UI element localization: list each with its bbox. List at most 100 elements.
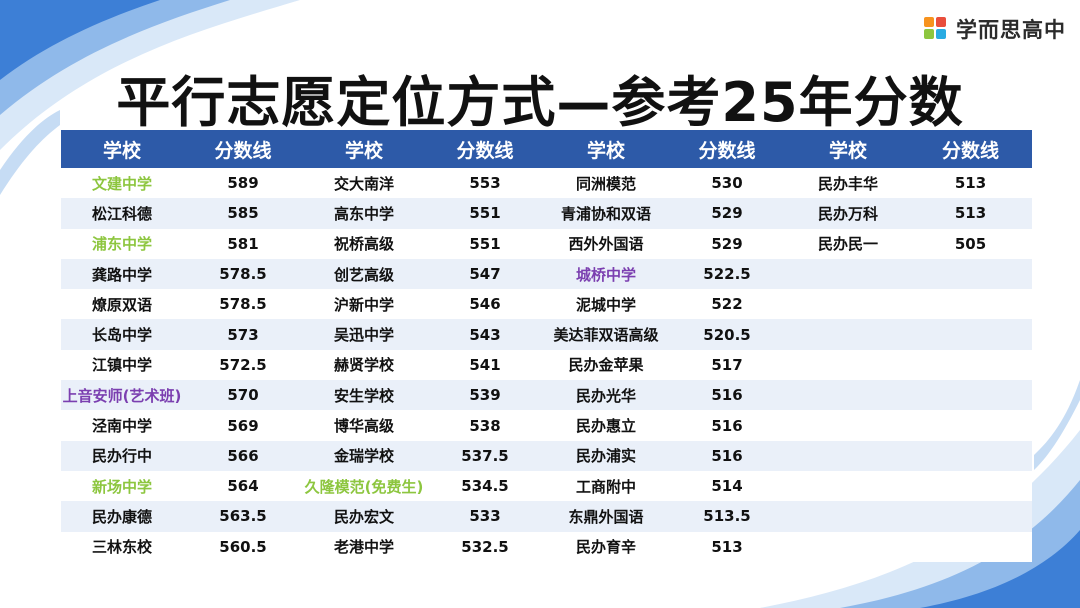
school-name-cell: 民办浦实	[545, 440, 667, 471]
school-name-cell: 交大南洋	[303, 168, 425, 199]
school-name-cell: 龚路中学	[61, 258, 183, 290]
school-name-cell: 民办育辛	[545, 531, 667, 562]
school-name-cell: 松江科德	[61, 198, 183, 229]
score-cell: 543	[425, 319, 545, 350]
score-cell	[909, 258, 1032, 290]
score-cell: 551	[425, 198, 545, 229]
score-cell	[909, 349, 1032, 381]
column-header-score: 分数线	[425, 130, 545, 168]
score-cell: 513.5	[667, 501, 787, 532]
school-name-cell: 祝桥高级	[303, 228, 425, 259]
school-name-cell	[787, 501, 909, 532]
school-name-cell: 文建中学	[61, 168, 183, 199]
table-row: 泾南中学 569 博华高级 538 民办惠立 516	[61, 410, 1032, 441]
school-name-cell: 博华高级	[303, 410, 425, 441]
score-cell: 570	[183, 380, 303, 411]
table-row: 上音安师(艺术班) 570 安生学校 539 民办光华 516	[61, 380, 1032, 411]
score-cell: 505	[909, 228, 1032, 259]
school-name-cell	[787, 531, 909, 562]
school-name-cell	[787, 380, 909, 411]
column-header-school: 学校	[787, 130, 909, 168]
table-row: 龚路中学 578.5 创艺高级 547 城桥中学 522.5	[61, 258, 1032, 290]
score-cell: 513	[667, 531, 787, 562]
score-cell	[909, 289, 1032, 320]
score-cell: 546	[425, 289, 545, 320]
column-header-school: 学校	[61, 130, 183, 168]
score-cell: 532.5	[425, 531, 545, 562]
score-cell	[909, 531, 1032, 562]
score-cell: 569	[183, 410, 303, 441]
table-row: 江镇中学 572.5 赫贤学校 541 民办金苹果 517	[61, 349, 1032, 381]
score-cell: 533	[425, 501, 545, 532]
column-header-score: 分数线	[183, 130, 303, 168]
score-cell: 563.5	[183, 501, 303, 532]
score-cell: 529	[667, 198, 787, 229]
school-name-cell: 新场中学	[61, 470, 183, 502]
school-name-cell	[787, 470, 909, 502]
table-row: 文建中学 589 交大南洋 553 同洲模范 530 民办丰华 513	[61, 168, 1032, 199]
score-cell: 516	[667, 410, 787, 441]
table-row: 新场中学 564 久隆模范(免费生) 534.5 工商附中 514	[61, 470, 1032, 502]
school-name-cell: 金瑞学校	[303, 440, 425, 471]
column-header-score: 分数线	[909, 130, 1032, 168]
score-cell	[909, 319, 1032, 350]
school-name-cell: 民办丰华	[787, 168, 909, 199]
school-name-cell: 泥城中学	[545, 289, 667, 320]
school-name-cell	[787, 349, 909, 381]
score-cell: 538	[425, 410, 545, 441]
school-name-cell: 民办惠立	[545, 410, 667, 441]
score-cell: 516	[667, 440, 787, 471]
school-name-cell: 民办民一	[787, 228, 909, 259]
school-name-cell: 民办康德	[61, 501, 183, 532]
school-name-cell: 民办万科	[787, 198, 909, 229]
score-cell: 529	[667, 228, 787, 259]
school-name-cell: 吴迅中学	[303, 319, 425, 350]
school-name-cell: 泾南中学	[61, 410, 183, 441]
score-cell: 585	[183, 198, 303, 229]
score-cell: 572.5	[183, 349, 303, 381]
school-name-cell: 民办光华	[545, 380, 667, 411]
table-row: 燎原双语 578.5 沪新中学 546 泥城中学 522	[61, 289, 1032, 320]
brand-name: 学而思高中	[956, 18, 1066, 42]
score-cell: 564	[183, 470, 303, 502]
score-cell	[909, 410, 1032, 441]
table-row: 民办康德 563.5 民办宏文 533 东鼎外国语 513.5	[61, 501, 1032, 532]
school-name-cell: 高东中学	[303, 198, 425, 229]
table-body: 文建中学 589 交大南洋 553 同洲模范 530 民办丰华 513 松江科德 585 高东中学 5…	[61, 168, 1032, 562]
column-header-score: 分数线	[667, 130, 787, 168]
table-row: 松江科德 585 高东中学 551 青浦协和双语 529 民办万科 513	[61, 198, 1032, 229]
score-cell: 541	[425, 349, 545, 381]
school-name-cell: 三林东校	[61, 531, 183, 562]
table-row: 浦东中学 581 祝桥高级 551 西外外国语 529 民办民一 505	[61, 228, 1032, 259]
score-cell: 578.5	[183, 258, 303, 290]
score-cell: 522	[667, 289, 787, 320]
score-cell: 530	[667, 168, 787, 199]
score-cell: 560.5	[183, 531, 303, 562]
score-cell	[909, 440, 1032, 471]
score-cell: 513	[909, 198, 1032, 229]
score-cell: 517	[667, 349, 787, 381]
score-cell: 589	[183, 168, 303, 199]
school-name-cell: 长岛中学	[61, 319, 183, 350]
score-cell: 513	[909, 168, 1032, 199]
score-cell: 516	[667, 380, 787, 411]
school-name-cell: 浦东中学	[61, 228, 183, 259]
school-name-cell: 青浦协和双语	[545, 198, 667, 229]
score-cell: 566	[183, 440, 303, 471]
score-cell	[909, 501, 1032, 532]
score-cell: 537.5	[425, 440, 545, 471]
school-name-cell: 老港中学	[303, 531, 425, 562]
school-name-cell: 东鼎外国语	[545, 501, 667, 532]
column-header-school: 学校	[545, 130, 667, 168]
table-row: 长岛中学 573 吴迅中学 543 美达菲双语高级 520.5	[61, 319, 1032, 350]
school-name-cell	[787, 319, 909, 350]
xueersi-logo-icon	[922, 15, 948, 43]
score-cell: 578.5	[183, 289, 303, 320]
school-name-cell	[787, 289, 909, 320]
score-cell: 534.5	[425, 470, 545, 502]
score-table: 学校 分数线 学校 分数线 学校 分数线 学校 分数线 文建中学 589 交大南洋 5…	[61, 130, 1032, 562]
school-name-cell: 民办宏文	[303, 501, 425, 532]
brand-logo: 学而思高中	[922, 14, 1066, 44]
score-cell: 581	[183, 228, 303, 259]
